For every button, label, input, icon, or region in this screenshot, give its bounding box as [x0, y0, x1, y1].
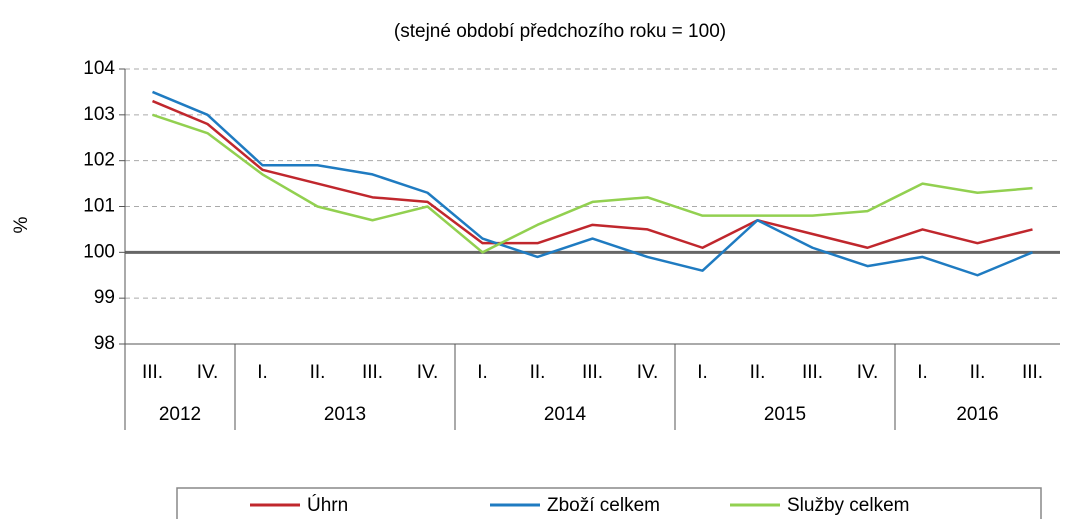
y-tick-label: 103 — [83, 104, 115, 125]
y-tick-label: 104 — [83, 58, 115, 79]
x-tick-label: IV. — [197, 362, 219, 383]
x-tick-label: IV. — [857, 362, 879, 383]
x-tick-label: II. — [970, 362, 986, 383]
x-tick-label: I. — [257, 362, 268, 383]
x-tick-label: III. — [582, 362, 603, 383]
x-tick-label: III. — [362, 362, 383, 383]
year-label: 2012 — [159, 404, 201, 425]
x-tick-label: III. — [802, 362, 823, 383]
line-series — [152, 113, 1033, 254]
x-tick-label: III. — [1022, 362, 1043, 383]
year-label: 2013 — [324, 404, 366, 425]
x-tick-label: I. — [477, 362, 488, 383]
legend-label: Úhrn — [307, 494, 348, 516]
y-axis-label: % — [11, 216, 32, 233]
line-series — [152, 90, 1033, 277]
legend-box — [176, 487, 1042, 519]
year-label: 2015 — [764, 404, 806, 425]
x-tick-label: IV. — [417, 362, 439, 383]
year-label: 2014 — [544, 404, 587, 425]
x-tick-label: I. — [917, 362, 928, 383]
chart-subtitle: (stejné období předchozího roku = 100) — [394, 21, 726, 42]
x-tick-label: II. — [530, 362, 546, 383]
x-tick-label: IV. — [637, 362, 659, 383]
legend-label: Služby celkem — [787, 495, 910, 516]
x-tick-label: I. — [697, 362, 708, 383]
y-tick-label: 101 — [83, 196, 115, 217]
y-tick-label: 100 — [83, 241, 115, 262]
x-tick-label: II. — [750, 362, 766, 383]
year-label: 2016 — [956, 404, 998, 425]
line-series — [152, 99, 1033, 249]
legend-label: Zboží celkem — [547, 495, 660, 516]
y-tick-label: 99 — [94, 287, 115, 308]
x-tick-label: III. — [142, 362, 163, 383]
x-tick-label: II. — [310, 362, 326, 383]
y-tick-label: 98 — [94, 333, 115, 354]
y-tick-label: 102 — [83, 150, 115, 171]
